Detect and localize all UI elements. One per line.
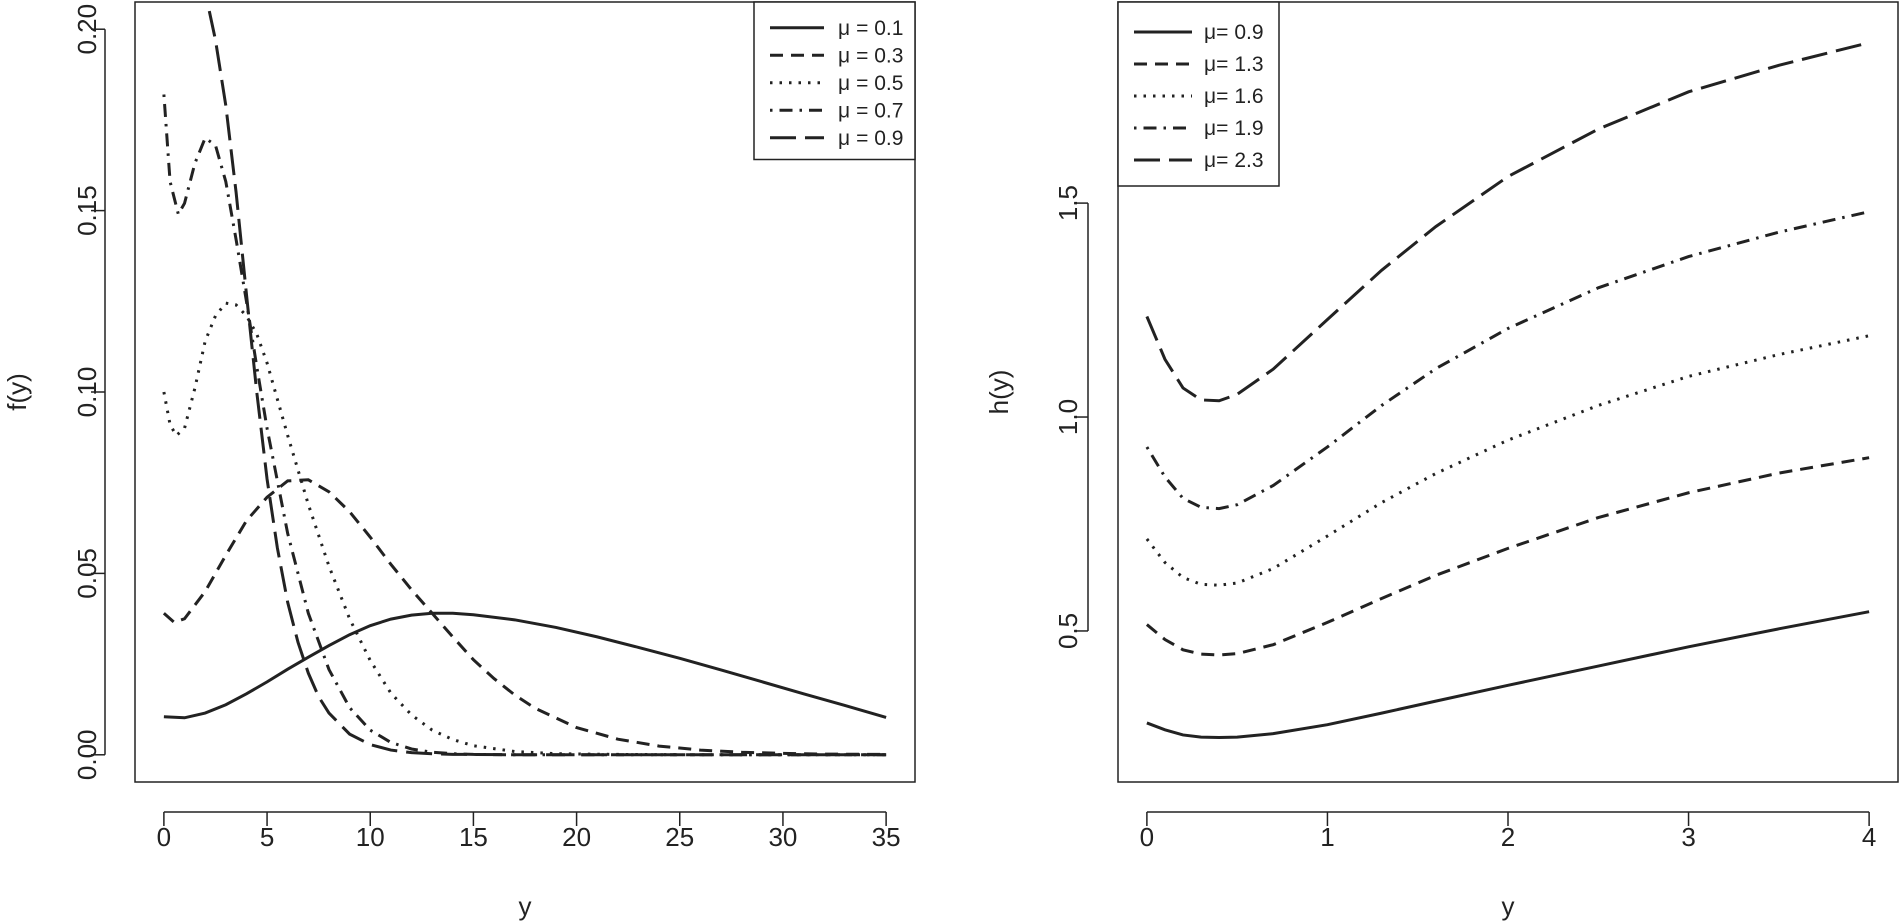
hazard-legend-label-5: μ= 2.3 (1204, 149, 1264, 172)
hazard-legend-symbol: μ= (1204, 21, 1228, 44)
panel-density: 0 5 10 15 20 25 30 35 y 0.00 0.05 0.10 0.15 0.20 f(y) μ… (2, 1, 916, 921)
density-y-tick-label: 0.05 (72, 548, 102, 599)
hazard-x-tick-label: 2 (1501, 822, 1515, 852)
density-legend-label-2: μ = 0.3 (838, 44, 903, 67)
density-y-tick-label: 0.00 (72, 729, 102, 780)
density-y-axis-title: f(y) (2, 373, 32, 411)
density-x-tick-label: 35 (872, 822, 901, 852)
panel-hazard: 0 1 2 3 4y0.51.01.5h(y)μ= 0.9μ= 1.3μ= 1.6μ= 1.9μ… (984, 1, 1899, 921)
hazard-legend-symbol: μ= (1204, 117, 1228, 140)
density-y-tick-label: 0.15 (72, 185, 102, 236)
density-series-line-4 (162, 94, 887, 757)
hazard-legend-symbol: μ= (1204, 85, 1228, 108)
hazard-x-axis-title: y (1502, 891, 1515, 921)
hazard-plot-frame (1117, 1, 1899, 783)
hazard-x-tick-label: 1 (1320, 822, 1334, 852)
hazard-x-tick-label: 3 (1681, 822, 1695, 852)
density-legend-value: = 0.3 (856, 44, 903, 67)
density-x-axis-title: y (519, 891, 532, 921)
hazard-series-line-1 (1146, 610, 1870, 740)
density-legend-symbol: μ (838, 44, 850, 67)
hazard-legend-label-2: μ= 1.3 (1204, 53, 1264, 76)
hazard-x-tick-label: 4 (1862, 822, 1876, 852)
hazard-series-line-2 (1145, 456, 1870, 657)
hazard-series-line-4 (1145, 210, 1870, 511)
density-legend-label-1: μ = 0.1 (838, 17, 903, 40)
density-legend: μ = 0.1 μ = 0.3 μ = 0.5 μ = 0.7 μ = 0.9 (753, 1, 916, 161)
hazard-series-line-3 (1145, 334, 1870, 587)
density-series-line-1 (163, 611, 887, 720)
hazard-legend-label-4: μ= 1.9 (1204, 117, 1264, 140)
density-legend-value: = 0.9 (856, 127, 903, 150)
hazard-legend-value: 1.9 (1234, 117, 1263, 140)
hazard-y-tick-label: 0.5 (1053, 613, 1083, 649)
hazard-series-group (1145, 41, 1870, 740)
hazard-legend-label-3: μ= 1.6 (1204, 85, 1264, 108)
density-x-tick-label: 10 (356, 822, 385, 852)
density-x-tick-label: 30 (768, 822, 797, 852)
hazard-legend: μ= 0.9 μ= 1.3 μ= 1.6 μ= 1.9 μ= 2.3 (1117, 1, 1280, 187)
density-legend-value: = 0.5 (856, 72, 903, 95)
density-series-line-3 (162, 301, 887, 757)
density-y-tick-label: 0.20 (72, 4, 102, 55)
density-series-line-2 (162, 478, 887, 756)
density-legend-value: = 0.7 (856, 99, 903, 122)
density-plot-frame (134, 1, 916, 783)
hazard-series-line-5 (1145, 41, 1870, 403)
hazard-y-axis-title: h(y) (984, 370, 1014, 415)
density-legend-symbol: μ (838, 99, 850, 122)
hazard-legend-symbol: μ= (1204, 149, 1228, 172)
hazard-legend-value: 0.9 (1234, 21, 1263, 44)
density-legend-symbol: μ (838, 17, 850, 40)
density-series-line-5 (207, 10, 887, 757)
density-legend-label-5: μ = 0.9 (838, 127, 903, 150)
density-series-group (162, 10, 887, 757)
density-legend-label-4: μ = 0.7 (838, 99, 903, 122)
density-x-tick-label: 5 (260, 822, 274, 852)
hazard-legend-value: 1.3 (1234, 53, 1263, 76)
density-legend-value: = 0.1 (856, 17, 903, 40)
density-x-tick-label: 25 (665, 822, 694, 852)
density-y-tick-label: 0.10 (72, 367, 102, 418)
density-legend-label-3: μ = 0.5 (838, 72, 903, 95)
hazard-legend-value: 1.6 (1234, 85, 1263, 108)
hazard-legend-label-1: μ= 0.9 (1204, 21, 1264, 44)
hazard-y-tick-label: 1.5 (1053, 185, 1083, 221)
hazard-legend-value: 2.3 (1234, 149, 1263, 172)
hazard-legend-symbol: μ= (1204, 53, 1228, 76)
hazard-x-tick-label: 0 (1140, 822, 1154, 852)
density-legend-symbol: μ (838, 127, 850, 150)
hazard-y-tick-label: 1.0 (1053, 399, 1083, 435)
density-legend-symbol: μ (838, 72, 850, 95)
density-x-tick-label: 20 (562, 822, 591, 852)
density-x-tick-label: 15 (459, 822, 488, 852)
density-x-tick-label: 0 (157, 822, 171, 852)
